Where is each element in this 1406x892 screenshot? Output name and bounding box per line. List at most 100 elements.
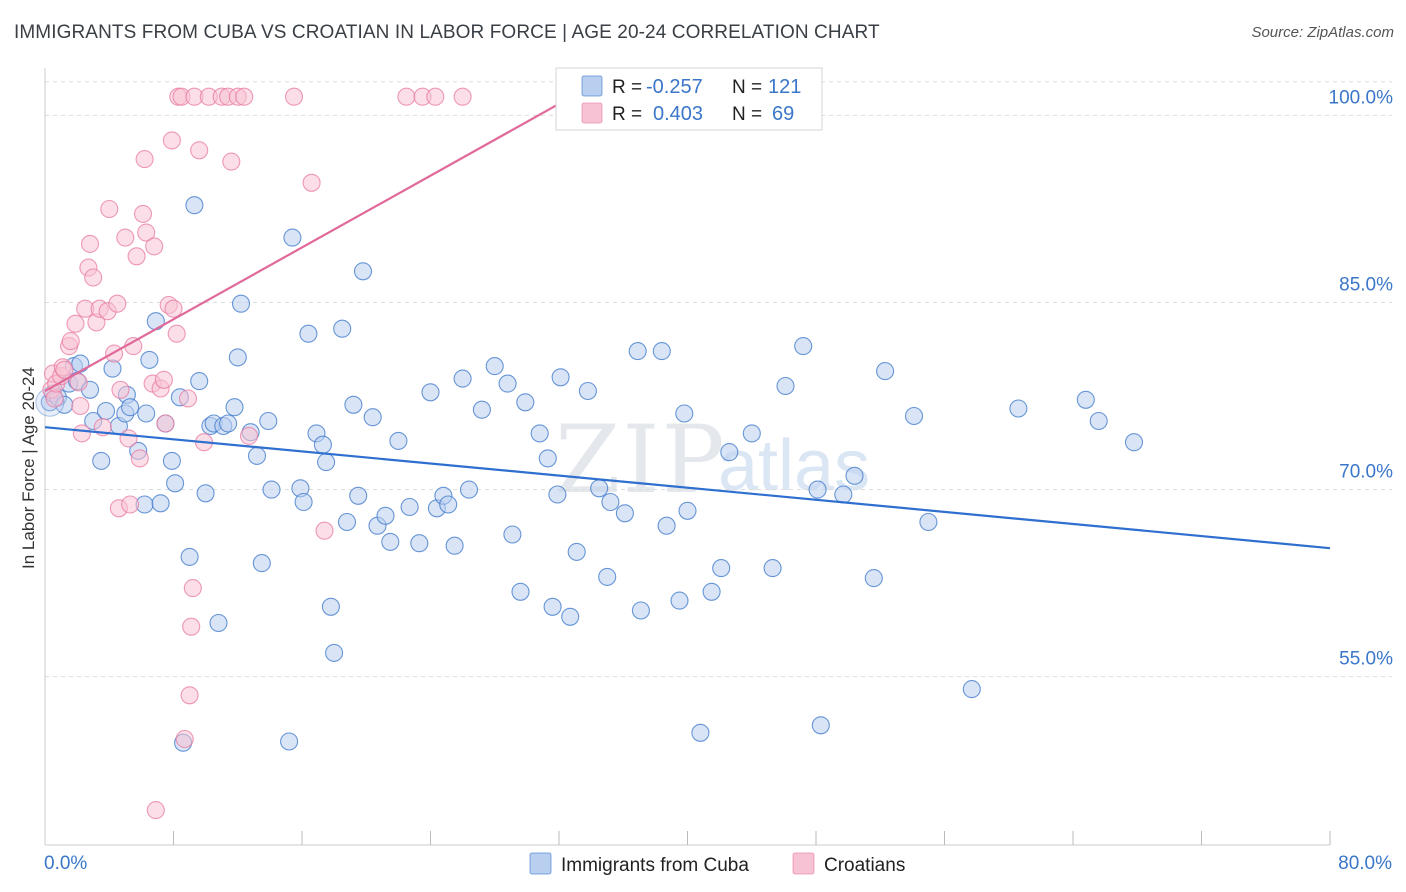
point-cuba: [1009, 399, 1028, 418]
point-cuba: [864, 569, 883, 588]
point-cuba: [578, 381, 597, 401]
point-croatian: [156, 414, 175, 433]
point-croatian: [190, 141, 209, 160]
point-cuba: [631, 601, 650, 620]
legend-n-label-croatians: N =: [732, 104, 762, 125]
point-croatian: [146, 801, 165, 820]
point-croatian: [180, 686, 199, 705]
point-cuba: [121, 398, 140, 417]
axes: [44, 68, 1331, 846]
point-cuba: [628, 342, 647, 361]
point-cuba: [376, 506, 395, 525]
point-cuba: [551, 368, 570, 387]
point-cuba: [530, 424, 549, 443]
source-label: Source: ZipAtlas.com: [1251, 24, 1394, 41]
point-croatian: [235, 87, 254, 106]
point-croatian: [135, 150, 154, 169]
point-cuba: [498, 374, 517, 393]
point-cuba: [400, 497, 419, 517]
point-croatian: [302, 173, 321, 192]
point-croatian: [66, 314, 85, 333]
point-croatian: [164, 299, 183, 318]
point-cuba: [439, 495, 458, 514]
series-legend: Immigrants from Cuba Croatians: [529, 852, 905, 876]
bottom-legend-label-croatians: Croatians: [824, 855, 905, 876]
point-cuba: [313, 435, 332, 454]
point-cuba: [459, 480, 479, 499]
point-cuba: [262, 480, 281, 499]
point-cuba: [280, 732, 299, 751]
point-croatian: [162, 131, 181, 150]
point-croatian: [178, 389, 198, 408]
point-croatian: [137, 223, 156, 242]
point-cuba: [259, 411, 278, 431]
point-cuba: [349, 486, 368, 505]
point-cuba: [670, 591, 689, 610]
legend-r-label-cuba: R =: [612, 77, 642, 98]
legend-r-value-croatians: 0.403: [653, 103, 703, 125]
point-croatian: [108, 294, 127, 313]
y-tick-label: 100.0%: [1329, 87, 1394, 108]
point-cuba: [657, 516, 676, 535]
point-cuba: [876, 362, 895, 381]
point-cuba: [598, 567, 617, 586]
point-cuba: [196, 484, 215, 503]
point-cuba: [678, 501, 697, 520]
point-cuba: [445, 536, 464, 555]
point-cuba: [294, 492, 313, 512]
point-croatian: [222, 152, 241, 171]
point-croatian: [69, 373, 88, 392]
point-cuba: [652, 342, 671, 361]
y-tick-label: 55.0%: [1339, 649, 1393, 670]
point-cuba: [763, 559, 782, 578]
point-cuba: [225, 398, 244, 417]
point-croatian: [397, 87, 416, 106]
point-cuba: [776, 376, 795, 396]
point-croatian: [167, 324, 186, 343]
point-cuba: [363, 408, 382, 427]
point-croatian: [145, 237, 164, 256]
y-tick-label: 70.0%: [1339, 462, 1393, 483]
point-cuba: [811, 716, 830, 735]
point-cuba: [219, 414, 238, 433]
point-cuba: [252, 554, 271, 573]
legend-n-value-cuba: 121: [768, 76, 801, 98]
point-cuba: [166, 474, 185, 493]
point-cuba: [185, 196, 204, 215]
point-cuba: [794, 337, 813, 356]
bottom-legend-label-cuba: Immigrants from Cuba: [561, 855, 749, 876]
point-cuba: [137, 404, 156, 423]
point-cuba: [516, 393, 535, 412]
point-cuba: [325, 643, 344, 662]
point-cuba: [601, 492, 620, 512]
point-cuba: [353, 262, 373, 281]
trend-line-cuba: [44, 426, 1331, 550]
point-cuba: [209, 613, 228, 633]
y-tick-labels: 55.0% 70.0% 85.0% 100.0%: [1329, 87, 1394, 669]
trend-line-croatians: [44, 95, 573, 392]
point-croatian: [239, 426, 259, 445]
point-cuba: [904, 406, 924, 426]
point-cuba: [590, 479, 609, 498]
legend-n-value-croatians: 69: [772, 103, 794, 125]
point-croatian: [453, 87, 472, 106]
point-cuba: [720, 443, 739, 462]
point-croatian: [315, 521, 334, 540]
point-cuba: [71, 354, 90, 373]
point-cuba: [1124, 433, 1144, 452]
legend-r-label-croatians: R =: [612, 104, 642, 125]
series-immigrants-from-cuba: [35, 196, 1144, 752]
point-cuba: [283, 228, 302, 247]
point-cuba: [485, 357, 504, 376]
point-cuba: [742, 424, 761, 443]
point-croatian: [84, 268, 103, 287]
point-cuba: [228, 348, 247, 367]
point-croatian: [45, 389, 64, 408]
point-croatian: [175, 729, 194, 749]
point-croatian: [426, 87, 445, 106]
point-cuba: [561, 607, 580, 626]
point-cuba: [503, 525, 522, 544]
point-cuba: [691, 723, 710, 742]
chart-title: IMMIGRANTS FROM CUBA VS CROATIAN IN LABO…: [14, 22, 880, 43]
watermark: ZIP atlas: [555, 406, 870, 515]
